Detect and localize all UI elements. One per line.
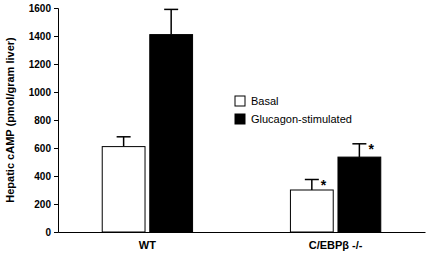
y-tick-mark (54, 36, 58, 37)
error-bar (359, 144, 361, 157)
error-cap (352, 143, 366, 145)
y-tick-label: 800 (34, 115, 51, 126)
legend-item: Glucagon-stimulated (235, 113, 352, 125)
y-tick-label: 1400 (29, 31, 52, 42)
y-tick-mark (54, 8, 58, 9)
y-tick-mark (54, 92, 58, 93)
bar (150, 35, 193, 232)
bars (102, 9, 381, 232)
y-tick: 1000 (29, 87, 58, 98)
legend-label: Basal (251, 95, 279, 107)
y-tick-label: 200 (34, 199, 51, 210)
error-bar (123, 137, 125, 147)
y-tick: 800 (34, 115, 58, 126)
plot: 0 200 400 600 800 1000 1200 1400 1600 WT C/EBPβ -/… (29, 3, 426, 252)
y-tick-label: 0 (45, 227, 51, 238)
chart: 0 200 400 600 800 1000 1200 1400 1600 WT C/EBPβ -/… (0, 0, 430, 268)
y-tick: 600 (34, 143, 58, 154)
bar (338, 157, 381, 232)
annotations: ** (321, 141, 375, 193)
y-tick-mark (54, 64, 58, 65)
y-tick-label: 1000 (29, 87, 52, 98)
y-tick-label: 1600 (29, 3, 52, 14)
y-tick-label: 600 (34, 143, 51, 154)
legend-item: Basal (235, 95, 279, 107)
x-axis: WT C/EBPβ -/- (59, 232, 426, 251)
y-tick: 1200 (29, 59, 58, 70)
significance-marker: * (368, 141, 374, 157)
y-tick-label: 400 (34, 171, 51, 182)
y-tick: 1400 (29, 31, 58, 42)
bar (290, 190, 333, 232)
bar (102, 147, 145, 232)
legend-swatch (235, 96, 245, 106)
x-tick: WT (139, 232, 156, 251)
y-tick-mark (54, 176, 58, 177)
y-tick-mark (54, 204, 58, 205)
y-tick: 200 (34, 199, 58, 210)
error-cap (117, 136, 131, 138)
x-axis-line (59, 232, 426, 233)
y-axis-line (54, 9, 59, 233)
y-tick: 400 (34, 171, 58, 182)
y-axis-title: Hepatic cAMP (pmol/gram liver) (4, 37, 16, 203)
x-tick: C/EBPβ -/- (309, 232, 363, 251)
legend-swatch (235, 114, 245, 124)
y-tick: 1600 (29, 3, 58, 14)
y-tick-mark (54, 232, 58, 233)
error-bar (311, 180, 313, 191)
error-cap (305, 179, 319, 181)
error-bar (170, 9, 172, 34)
significance-marker: * (321, 177, 327, 193)
error-cap (164, 9, 178, 11)
x-tick-label: C/EBPβ -/- (309, 239, 363, 251)
y-tick: 0 (45, 227, 58, 238)
x-tick-label: WT (139, 239, 156, 251)
y-tick-mark (54, 148, 58, 149)
y-tick-mark (54, 120, 58, 121)
legend-label: Glucagon-stimulated (251, 113, 352, 125)
y-axis: 0 200 400 600 800 1000 1200 1400 1600 (29, 3, 59, 238)
legend: Basal Glucagon-stimulated (235, 95, 352, 125)
y-tick-label: 1200 (29, 59, 52, 70)
